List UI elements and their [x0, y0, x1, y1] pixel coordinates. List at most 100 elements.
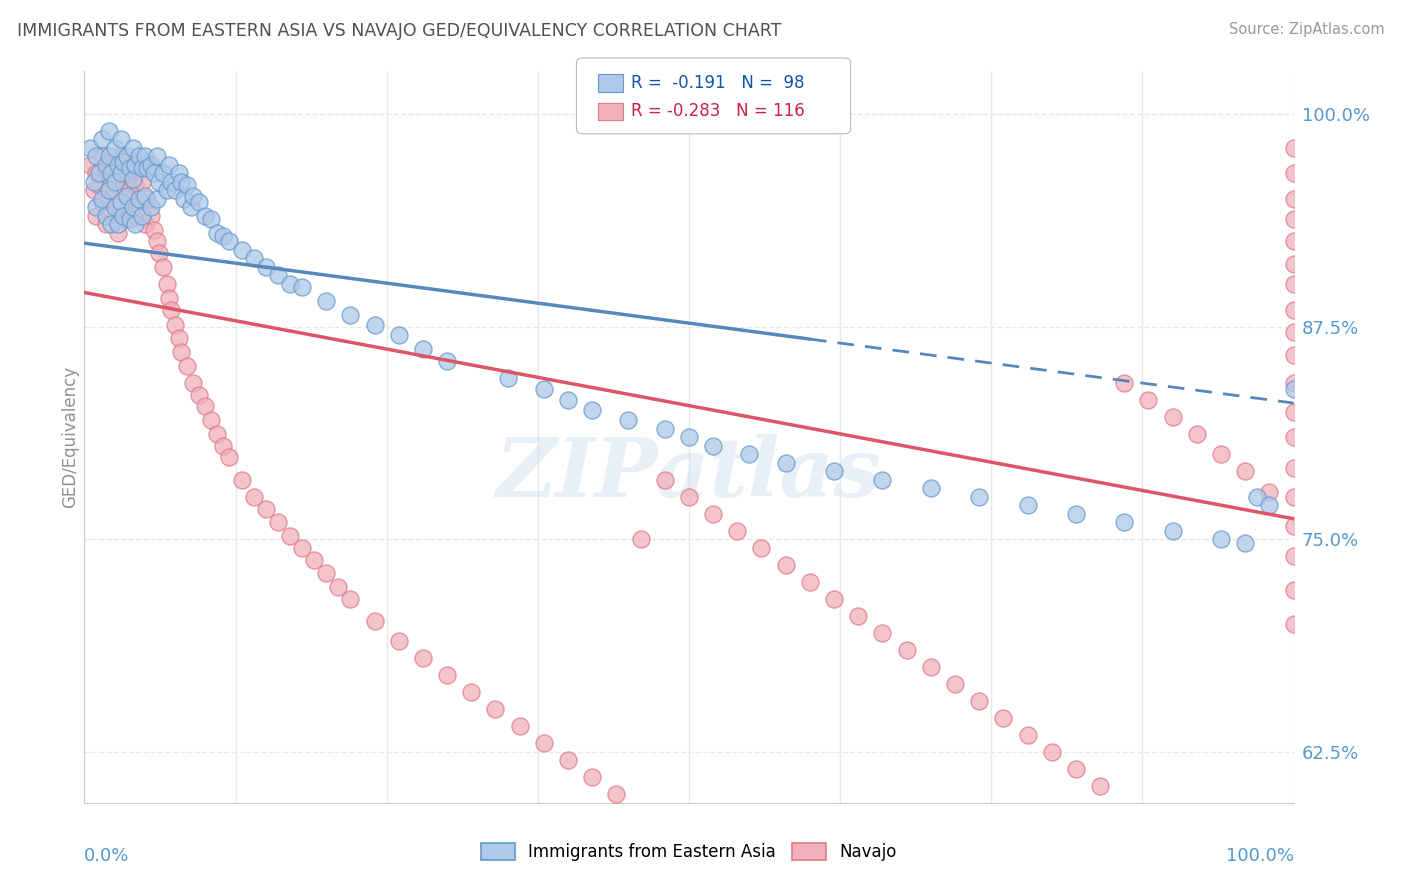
- Point: [124, 178, 146, 193]
- Point: [87, 178, 110, 193]
- Point: [94, 161, 117, 176]
- Point: [176, 178, 198, 193]
- Point: [218, 450, 240, 465]
- Point: [254, 260, 277, 274]
- Point: [97, 192, 120, 206]
- Point: [1017, 498, 1039, 512]
- Point: [139, 158, 162, 172]
- Point: [1282, 383, 1305, 397]
- Point: [872, 473, 894, 487]
- Point: [165, 183, 187, 197]
- Point: [1282, 404, 1305, 418]
- Point: [121, 171, 143, 186]
- Point: [1282, 617, 1305, 632]
- Point: [83, 183, 105, 197]
- Point: [79, 141, 101, 155]
- Point: [242, 490, 264, 504]
- Point: [128, 149, 150, 163]
- Point: [91, 149, 114, 163]
- Point: [1246, 490, 1268, 504]
- Point: [339, 308, 361, 322]
- Point: [291, 541, 314, 555]
- Point: [702, 507, 724, 521]
- Point: [91, 192, 114, 206]
- Point: [1282, 430, 1305, 444]
- Point: [104, 175, 127, 189]
- Point: [188, 195, 211, 210]
- Point: [1161, 524, 1184, 538]
- Point: [412, 342, 434, 356]
- Point: [131, 161, 153, 176]
- Point: [1161, 409, 1184, 424]
- Point: [267, 268, 290, 283]
- Point: [120, 161, 142, 176]
- Point: [146, 235, 169, 249]
- Point: [1234, 535, 1257, 549]
- Point: [231, 473, 253, 487]
- Point: [967, 694, 990, 708]
- Point: [121, 161, 143, 176]
- Point: [630, 532, 652, 546]
- Text: R = -0.283   N = 116: R = -0.283 N = 116: [631, 103, 806, 120]
- Point: [97, 183, 120, 197]
- Point: [115, 188, 138, 202]
- Point: [167, 331, 190, 345]
- Point: [967, 490, 990, 504]
- Point: [738, 447, 761, 461]
- Point: [678, 490, 700, 504]
- Legend: Immigrants from Eastern Asia, Navajo: Immigrants from Eastern Asia, Navajo: [475, 836, 903, 868]
- Point: [775, 456, 797, 470]
- Point: [112, 154, 135, 169]
- Point: [581, 770, 603, 784]
- Point: [1282, 302, 1305, 317]
- Point: [1282, 325, 1305, 339]
- Point: [148, 246, 170, 260]
- Point: [91, 132, 114, 146]
- Point: [1282, 376, 1305, 390]
- Point: [86, 201, 108, 215]
- Point: [920, 659, 942, 673]
- Point: [363, 318, 385, 332]
- Point: [128, 192, 150, 206]
- Point: [91, 195, 114, 210]
- Point: [86, 166, 108, 180]
- Point: [267, 515, 290, 529]
- Point: [97, 149, 120, 163]
- Point: [136, 161, 159, 176]
- Point: [146, 149, 169, 163]
- Point: [180, 201, 202, 215]
- Point: [112, 209, 135, 223]
- Point: [1017, 728, 1039, 742]
- Point: [242, 252, 264, 266]
- Point: [104, 161, 127, 176]
- Point: [173, 192, 195, 206]
- Point: [170, 345, 193, 359]
- Point: [115, 212, 138, 227]
- Point: [775, 558, 797, 572]
- Point: [339, 591, 361, 606]
- Point: [1282, 490, 1305, 504]
- Point: [1282, 141, 1305, 155]
- Point: [157, 291, 180, 305]
- Point: [146, 192, 169, 206]
- Point: [97, 154, 120, 169]
- Point: [86, 149, 108, 163]
- Point: [496, 370, 519, 384]
- Text: ZIPatlas: ZIPatlas: [496, 434, 882, 514]
- Point: [152, 166, 174, 180]
- Point: [188, 387, 211, 401]
- Point: [678, 430, 700, 444]
- Y-axis label: GED/Equivalency: GED/Equivalency: [62, 366, 80, 508]
- Point: [617, 413, 640, 427]
- Point: [181, 188, 204, 202]
- Point: [107, 218, 129, 232]
- Point: [155, 183, 177, 197]
- Point: [1114, 376, 1136, 390]
- Point: [291, 280, 314, 294]
- Point: [412, 651, 434, 665]
- Text: 0.0%: 0.0%: [84, 847, 129, 864]
- Point: [509, 719, 531, 733]
- Point: [1282, 192, 1305, 206]
- Point: [134, 154, 156, 169]
- Point: [104, 205, 127, 219]
